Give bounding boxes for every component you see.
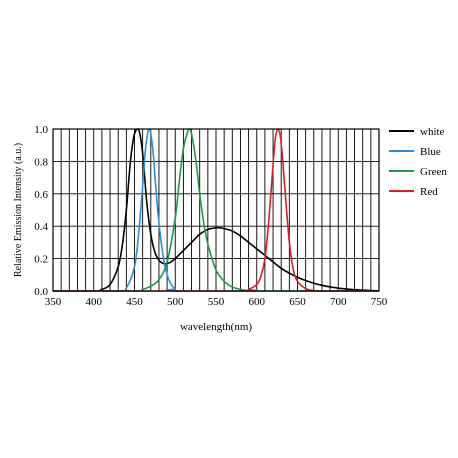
x-tick-label: 350 <box>45 296 62 308</box>
x-axis-label: wavelength(nm) <box>180 321 252 333</box>
series-line-blue <box>52 128 379 292</box>
legend-label-blue: Blue <box>420 146 441 158</box>
x-tick-label: 550 <box>208 296 225 308</box>
x-tick-label: 650 <box>289 296 306 308</box>
y-tick-label: 1.0 <box>34 124 48 136</box>
legend-label-red: Red <box>420 186 438 198</box>
grid-lines <box>53 129 379 291</box>
series-line-white <box>52 128 380 292</box>
series-line-green <box>52 128 379 292</box>
x-tick-label: 750 <box>371 296 388 308</box>
y-tick-labels: 0.0 0.2 0.4 0.6 0.8 1.0 <box>34 124 48 298</box>
y-tick-label: 0.6 <box>34 189 48 201</box>
y-axis-label: Relative Emission Intensity (a.u.) <box>13 143 24 277</box>
legend-label-white: white <box>420 126 445 138</box>
x-tick-label: 700 <box>330 296 347 308</box>
x-tick-label: 450 <box>126 296 143 308</box>
y-tick-label: 0.2 <box>34 254 48 266</box>
plot-frame <box>52 128 380 292</box>
y-tick-label: 0.0 <box>34 286 48 298</box>
legend: white Blue Green Red <box>389 126 447 198</box>
legend-label-green: Green <box>420 166 447 178</box>
x-tick-labels: 350 400 450 500 550 600 650 700 750 <box>45 296 388 308</box>
y-tick-label: 0.8 <box>34 156 48 168</box>
x-tick-label: 400 <box>86 296 103 308</box>
x-tick-label: 600 <box>249 296 266 308</box>
x-tick-label: 500 <box>167 296 184 308</box>
y-tick-label: 0.4 <box>34 221 48 233</box>
